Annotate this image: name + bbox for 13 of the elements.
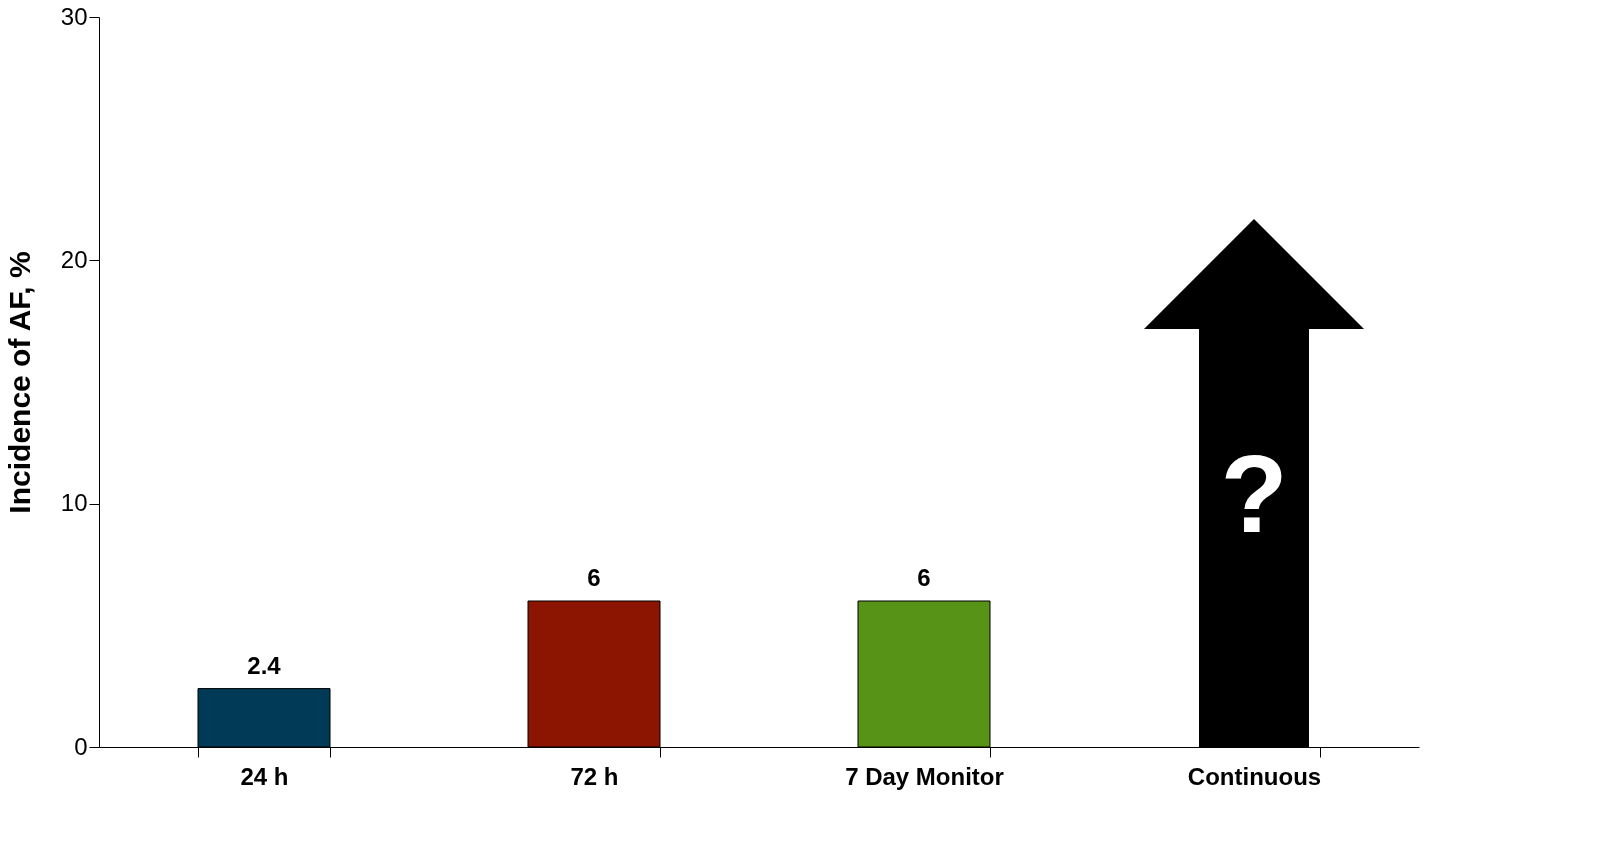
x-tick-label: 7 Day Monitor [845, 762, 1004, 790]
data-label: 6 [917, 564, 931, 591]
y-tick-label: 0 [74, 732, 88, 760]
y-tick-label: 20 [60, 245, 88, 273]
y-tick-label: 30 [60, 2, 88, 30]
x-tick-label: Continuous [1187, 762, 1322, 790]
x-tick-label: 24 h [240, 762, 289, 790]
annotation: ? [1220, 431, 1288, 555]
y-axis-title: Incidence of AF, % [2, 251, 36, 514]
data-label: 6 [587, 564, 601, 591]
data-label: 2.4 [247, 651, 282, 679]
x-tick-label: 72 h [570, 762, 619, 790]
y-tick-label: 10 [60, 489, 88, 517]
